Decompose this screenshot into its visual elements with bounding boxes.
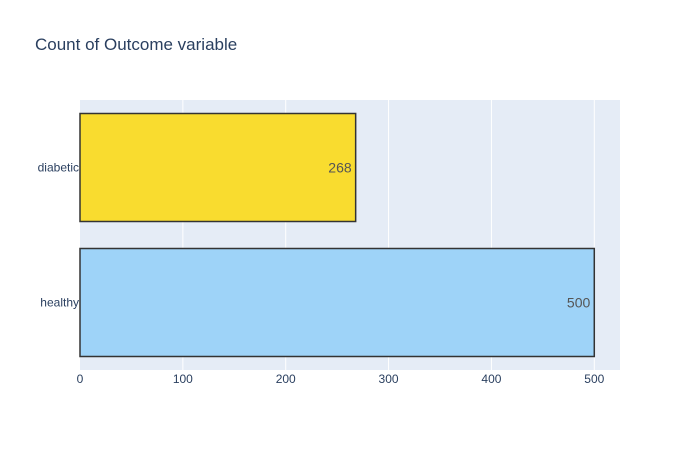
bar-value-label: 500 (567, 295, 591, 311)
bars (79, 112, 596, 358)
x-tick-label: 300 (379, 372, 399, 386)
x-tick-label: 100 (173, 372, 193, 386)
bar-diabetic (79, 112, 357, 223)
y-tick-label: healthy (40, 296, 79, 310)
chart-title: Count of Outcome variable (35, 35, 237, 54)
x-tick-label: 400 (481, 372, 501, 386)
x-tick-label: 0 (77, 372, 84, 386)
bar-value-label: 268 (328, 160, 352, 176)
x-tick-label: 200 (276, 372, 296, 386)
bar-data-labels: 500 268 (328, 160, 590, 311)
x-tick-label: 500 (584, 372, 604, 386)
bar-healthy (79, 247, 596, 358)
x-axis-ticks: 0 100 200 300 400 500 (77, 372, 605, 386)
y-axis-ticks: healthy diabetic (38, 161, 79, 310)
y-tick-label: diabetic (38, 161, 79, 175)
